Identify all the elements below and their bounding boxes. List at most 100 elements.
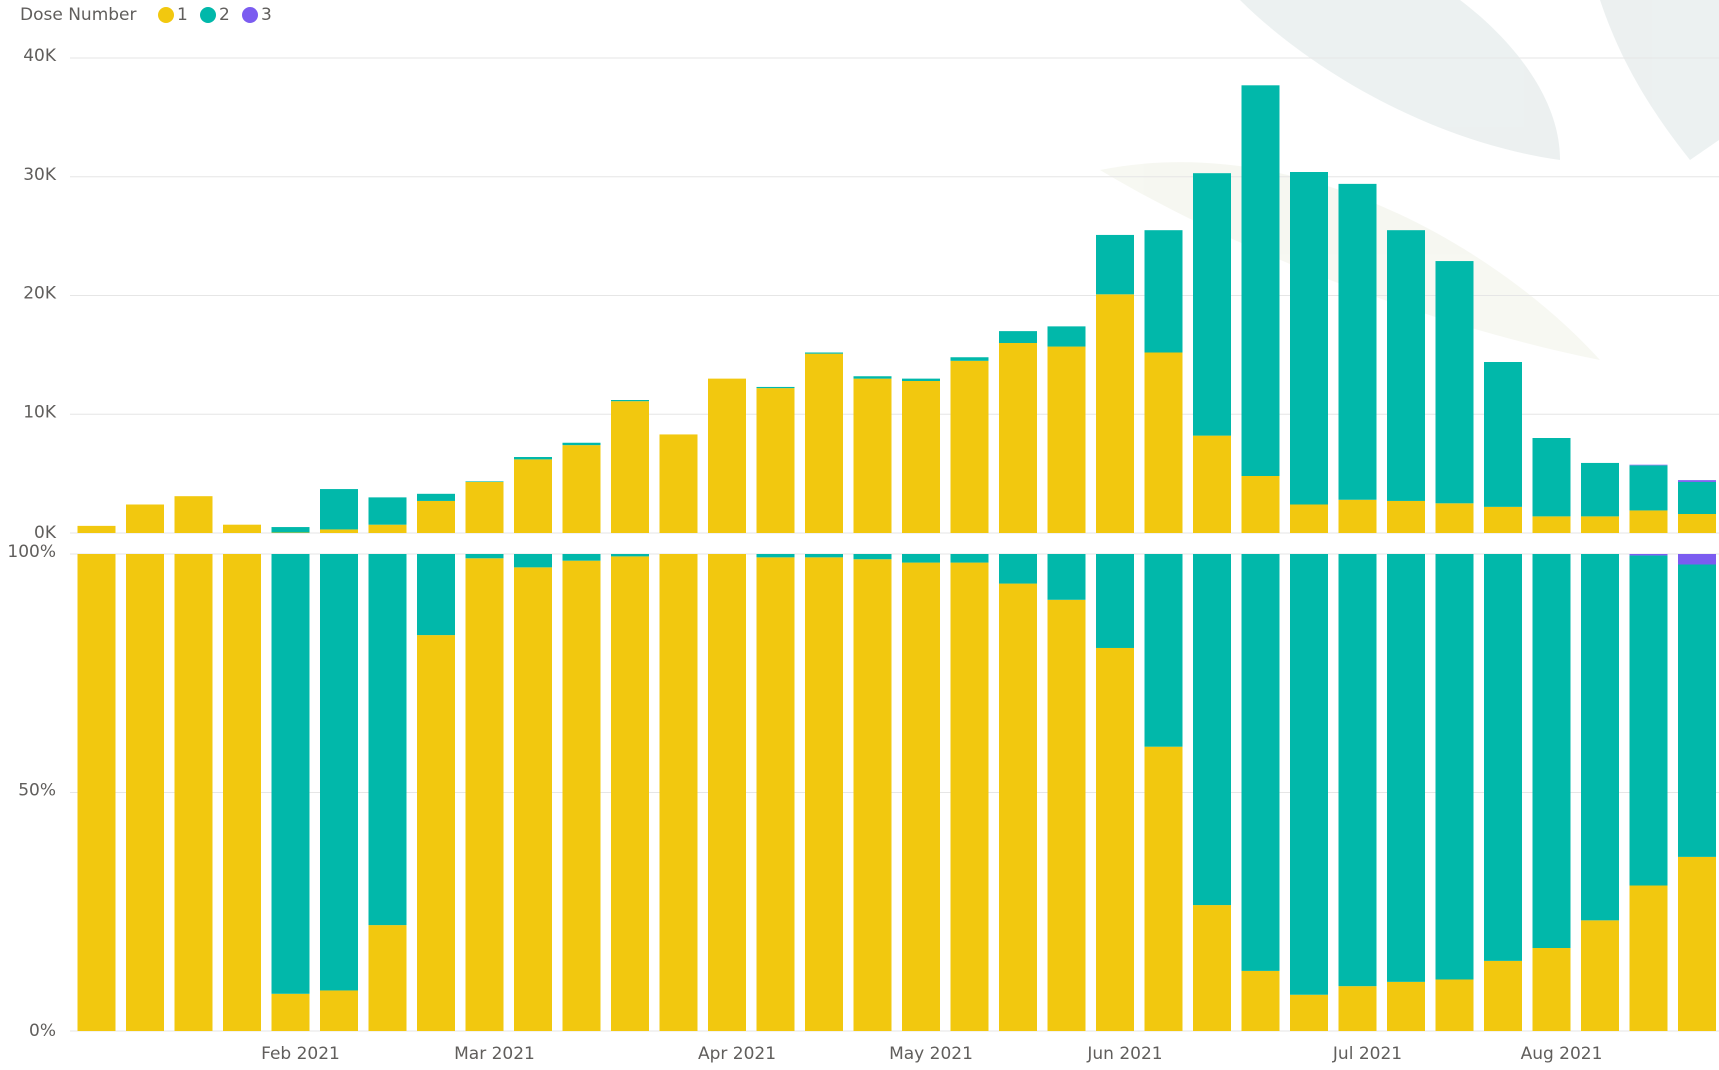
bar-segment — [611, 556, 649, 1031]
bar-segment — [563, 554, 601, 561]
bar-segment — [417, 501, 455, 533]
bar-segment — [1630, 554, 1668, 555]
bar-segment — [1096, 648, 1134, 1031]
bar-segment — [999, 331, 1037, 343]
bar-segment — [126, 505, 164, 534]
bar-segment — [1339, 986, 1377, 1031]
bar-segment — [1048, 326, 1086, 346]
bar-segment — [951, 554, 989, 563]
legend-swatch — [242, 7, 258, 23]
bar-segment — [466, 554, 504, 558]
bar-segment — [1436, 554, 1474, 979]
y-tick-label: 10K — [23, 402, 57, 422]
bar-segment — [1678, 514, 1716, 533]
x-tick-label: Jul 2021 — [1332, 1044, 1402, 1064]
bar-segment — [1630, 465, 1668, 466]
bar-segment — [611, 400, 649, 401]
bar-segment — [1048, 347, 1086, 533]
bar-segment — [514, 554, 552, 567]
bar-segment — [854, 559, 892, 1031]
bar-segment — [1533, 554, 1571, 948]
y-tick-label: 0% — [29, 1021, 56, 1041]
bar-segment — [223, 525, 261, 533]
bar-segment — [1387, 554, 1425, 982]
bar-segment — [1436, 261, 1474, 503]
legend-label: 3 — [261, 5, 272, 25]
bar-segment — [1145, 230, 1183, 352]
bar-segment — [1533, 438, 1571, 516]
bar-segment — [175, 496, 213, 533]
bar-segment — [369, 525, 407, 533]
bar-segment — [951, 357, 989, 361]
bar-segment — [902, 379, 940, 381]
bar-segment — [563, 443, 601, 445]
bar-segment — [999, 343, 1037, 533]
bar-segment — [272, 527, 310, 532]
bar-segment — [854, 379, 892, 533]
bar-segment — [660, 434, 698, 533]
bar-segment — [1678, 480, 1716, 482]
bar-segment — [1581, 463, 1619, 516]
bar-segment — [1678, 554, 1716, 564]
x-tick-label: Aug 2021 — [1521, 1044, 1603, 1064]
bar-segment — [805, 354, 843, 533]
bar-segment — [951, 563, 989, 1031]
bar-segment — [466, 481, 504, 482]
bar-segment — [126, 554, 164, 1031]
bar-segment — [369, 497, 407, 524]
bar-segment — [805, 557, 843, 1031]
legend-title: Dose Number — [20, 5, 137, 25]
bar-segment — [999, 554, 1037, 584]
bar-segment — [757, 388, 795, 533]
bar-segment — [902, 563, 940, 1031]
x-tick-label: Mar 2021 — [454, 1044, 535, 1064]
bar-segment — [466, 558, 504, 1031]
bar-segment — [757, 557, 795, 1031]
bar-segment — [1242, 85, 1280, 476]
bar-segment — [1145, 747, 1183, 1031]
chart: Dose Number 1230K10K20K30K40K0%50%100%Fe… — [0, 0, 1719, 1070]
bar-segment — [854, 376, 892, 378]
bar-segment — [1678, 564, 1716, 856]
bar-segment — [1630, 886, 1668, 1031]
bar-segment — [611, 554, 649, 556]
bar-segment — [175, 554, 213, 1031]
legend-label: 2 — [219, 5, 230, 25]
y-tick-label: 30K — [23, 165, 57, 185]
bar-segment — [1339, 500, 1377, 533]
bar-segment — [1581, 920, 1619, 1031]
x-tick-label: Jun 2021 — [1086, 1044, 1162, 1064]
bar-segment — [1048, 600, 1086, 1031]
bar-segment — [660, 554, 698, 1031]
bar-segment — [902, 554, 940, 563]
watermark-leaf — [1240, 0, 1560, 160]
y-tick-label: 0K — [34, 523, 57, 543]
bar-segment — [1436, 979, 1474, 1031]
bar-segment — [369, 554, 407, 925]
bar-segment — [1581, 554, 1619, 920]
bar-segment — [1387, 230, 1425, 501]
bar-segment — [417, 554, 455, 635]
y-tick-label: 20K — [23, 284, 57, 304]
bar-segment — [1387, 982, 1425, 1031]
bar-segment — [514, 567, 552, 1031]
bar-segment — [1339, 184, 1377, 500]
bar-segment — [320, 554, 358, 990]
x-tick-label: May 2021 — [889, 1044, 973, 1064]
x-tick-label: Apr 2021 — [698, 1044, 776, 1064]
bar-segment — [514, 457, 552, 459]
bar-segment — [320, 489, 358, 529]
bar-segment — [1242, 554, 1280, 971]
bar-segment — [223, 554, 261, 1031]
bar-segment — [1678, 482, 1716, 514]
bar-segment — [805, 353, 843, 354]
y-tick-label: 50% — [18, 781, 56, 801]
bar-segment — [708, 554, 746, 1031]
bar-segment — [1048, 554, 1086, 600]
y-tick-label: 40K — [23, 46, 57, 66]
bar-segment — [708, 379, 746, 533]
bar-segment — [1242, 476, 1280, 533]
bar-segment — [1533, 516, 1571, 533]
bar-segment — [417, 635, 455, 1031]
bar-segment — [854, 554, 892, 559]
